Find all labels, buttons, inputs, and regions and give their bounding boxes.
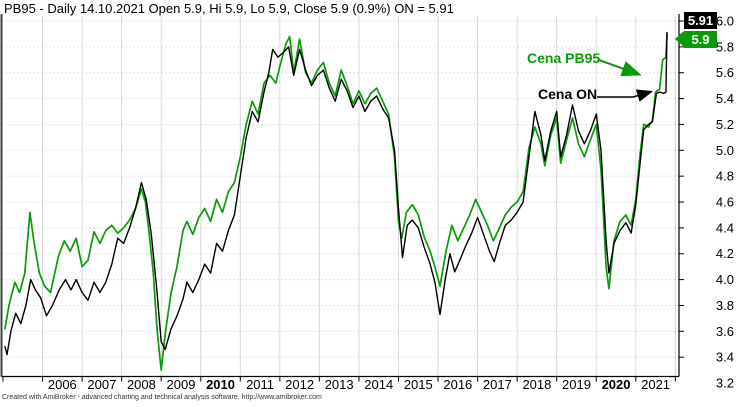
svg-text:2016: 2016 <box>443 377 472 392</box>
svg-text:5.8: 5.8 <box>716 39 734 54</box>
on-price-tag: 5.91 <box>684 12 717 29</box>
svg-text:5.6: 5.6 <box>716 65 734 80</box>
svg-text:2013: 2013 <box>325 377 354 392</box>
svg-text:3.6: 3.6 <box>716 324 734 339</box>
svg-text:3.4: 3.4 <box>716 350 734 365</box>
svg-text:2006: 2006 <box>48 377 77 392</box>
svg-text:2021: 2021 <box>641 377 670 392</box>
svg-text:2008: 2008 <box>127 377 156 392</box>
pb95-price-tag: 5.9 <box>675 31 717 48</box>
pb95-price-tag-value: 5.9 <box>691 32 710 47</box>
svg-text:2010: 2010 <box>206 377 235 392</box>
svg-text:3.8: 3.8 <box>716 298 734 313</box>
svg-text:2007: 2007 <box>87 377 116 392</box>
svg-text:4.2: 4.2 <box>716 246 734 261</box>
price-tag-pointer-icon <box>675 31 684 47</box>
svg-text:4.8: 4.8 <box>716 169 734 184</box>
amibroker-credit-text: Created with AmiBroker - advanced charti… <box>2 394 322 401</box>
svg-text:2019: 2019 <box>562 377 591 392</box>
svg-text:5.4: 5.4 <box>716 91 734 106</box>
pb95-series-label: Cena PB95 <box>527 50 601 66</box>
svg-text:2015: 2015 <box>404 377 433 392</box>
svg-text:5.2: 5.2 <box>716 117 734 132</box>
svg-text:6.0: 6.0 <box>716 14 734 29</box>
on-price-tag-value: 5.91 <box>687 13 714 28</box>
svg-text:3.2: 3.2 <box>716 376 734 391</box>
svg-text:2014: 2014 <box>364 377 393 392</box>
svg-text:2020: 2020 <box>602 377 631 392</box>
chart-title: PB95 - Daily 14.10.2021 Open 5.9, Hi 5.9… <box>4 1 454 16</box>
svg-text:2011: 2011 <box>246 377 274 392</box>
on-series-label: Cena ON <box>538 86 598 102</box>
svg-text:2009: 2009 <box>167 377 196 392</box>
svg-text:2017: 2017 <box>483 377 512 392</box>
svg-text:4.6: 4.6 <box>716 195 734 210</box>
svg-text:4.4: 4.4 <box>716 220 734 235</box>
svg-text:2012: 2012 <box>285 377 314 392</box>
svg-text:4.0: 4.0 <box>716 272 734 287</box>
svg-text:2018: 2018 <box>522 377 551 392</box>
svg-text:5.0: 5.0 <box>716 143 734 158</box>
